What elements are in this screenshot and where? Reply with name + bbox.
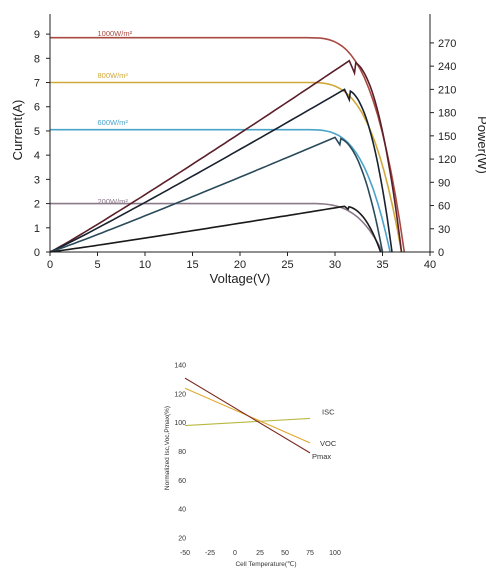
- temp-y-axis-title: Normalized Isc,Voc,Pmax(%): [164, 406, 171, 490]
- x-axis-title: Voltage(V): [210, 271, 271, 286]
- y-tick-label: 6: [34, 102, 40, 114]
- x-tick-label: 15: [186, 259, 198, 271]
- x-tick-label: 5: [94, 259, 100, 271]
- iv-curve-3: [50, 202, 384, 253]
- x-tick-label: 10: [139, 259, 151, 271]
- iv-power-chart: 0 5 10 15 20 25 30 35 40012345678903060901201501…: [10, 14, 486, 286]
- y2-tick-label: 180: [438, 108, 456, 120]
- iv-series-label-2: 600W/m²: [98, 118, 129, 127]
- y-tick-label: 4: [34, 150, 40, 162]
- iv-curve-1: [50, 81, 403, 253]
- temp-x-axis-title: Cell Temperature(℃): [235, 560, 296, 568]
- temp-x-tick-label: -50: [180, 550, 190, 557]
- temperature-lines: ISC VOC Pmax: [184, 377, 337, 461]
- temp-line-0: [184, 417, 311, 427]
- temp-line-2: [184, 377, 311, 454]
- iv-curve-0: [50, 36, 406, 253]
- power-curve-2: [49, 136, 384, 253]
- temp-x-tick-label: 100: [329, 550, 341, 557]
- iv-curve-2: [50, 128, 391, 253]
- y-axis-title: Current(A): [10, 100, 25, 161]
- y2-axis-title: Power(W): [475, 116, 486, 174]
- temp-x-tick-label: -25: [205, 550, 215, 557]
- temperature-axes: 20 40 60 80 100 120 140 -50 -25 0 25 50 75 100: [174, 363, 341, 557]
- iv-series-label-3: 200W/m²: [98, 197, 129, 206]
- temp-x-tick-label: 25: [256, 550, 264, 557]
- y-tick-label: 9: [34, 29, 40, 41]
- iv-curves: [50, 36, 406, 253]
- y2-tick-label: 210: [438, 84, 456, 96]
- y-tick-label: 3: [34, 174, 40, 186]
- temp-x-tick-label: 50: [281, 550, 289, 557]
- x-tick-label: 25: [281, 259, 293, 271]
- x-tick-label: 30: [329, 259, 341, 271]
- power-curve-0: [49, 59, 403, 253]
- x-tick-label: 0: [47, 259, 53, 271]
- power-curve-1: [49, 88, 393, 253]
- y-tick-label: 7: [34, 78, 40, 90]
- temp-series-label-2: Pmax: [312, 452, 331, 461]
- x-tick-label: 35: [376, 259, 388, 271]
- y-tick-label: 0: [34, 247, 40, 259]
- y2-tick-label: 90: [438, 177, 450, 189]
- y-tick-label: 5: [34, 126, 40, 138]
- iv-series-label-0: 1000W/m²: [98, 29, 133, 38]
- y-tick-label: 2: [34, 199, 40, 211]
- y2-tick-label: 30: [438, 224, 450, 236]
- power-curve-3: [49, 205, 382, 253]
- x-tick-label: 40: [424, 259, 436, 271]
- temperature-chart: ISC VOC Pmax 20 40 60 80 100 120 140 -50 -25 0 25 50 7…: [164, 363, 341, 568]
- y-tick-label: 8: [34, 53, 40, 65]
- power-curves: [49, 59, 403, 253]
- temp-series-label-1: VOC: [320, 439, 337, 448]
- y2-tick-label: 150: [438, 131, 456, 143]
- temp-y-tick-label: 20: [178, 535, 186, 542]
- temp-y-tick-label: 140: [174, 363, 186, 370]
- temp-y-tick-label: 80: [178, 449, 186, 456]
- iv-series-label-1: 800W/m²: [98, 71, 129, 80]
- x-tick-label: 20: [234, 259, 246, 271]
- iv-axes: 0 5 10 15 20 25 30 35 40012345678903060901201501…: [34, 14, 456, 271]
- y2-tick-label: 60: [438, 201, 450, 213]
- y2-tick-label: 0: [438, 247, 444, 259]
- temp-x-tick-label: 75: [306, 550, 314, 557]
- iv-series-labels: 1000W/m² 800W/m² 600W/m² 200W/m²: [98, 29, 133, 206]
- temp-y-tick-label: 100: [174, 420, 186, 427]
- temp-series-label-0: ISC: [322, 407, 335, 416]
- y2-tick-label: 240: [438, 61, 456, 73]
- temp-x-tick-label: 0: [233, 550, 237, 557]
- y-tick-label: 1: [34, 223, 40, 235]
- y2-tick-label: 120: [438, 154, 456, 166]
- y2-tick-label: 270: [438, 38, 456, 50]
- temp-y-tick-label: 40: [178, 507, 186, 514]
- temp-y-tick-label: 60: [178, 478, 186, 485]
- temp-y-tick-label: 120: [174, 391, 186, 398]
